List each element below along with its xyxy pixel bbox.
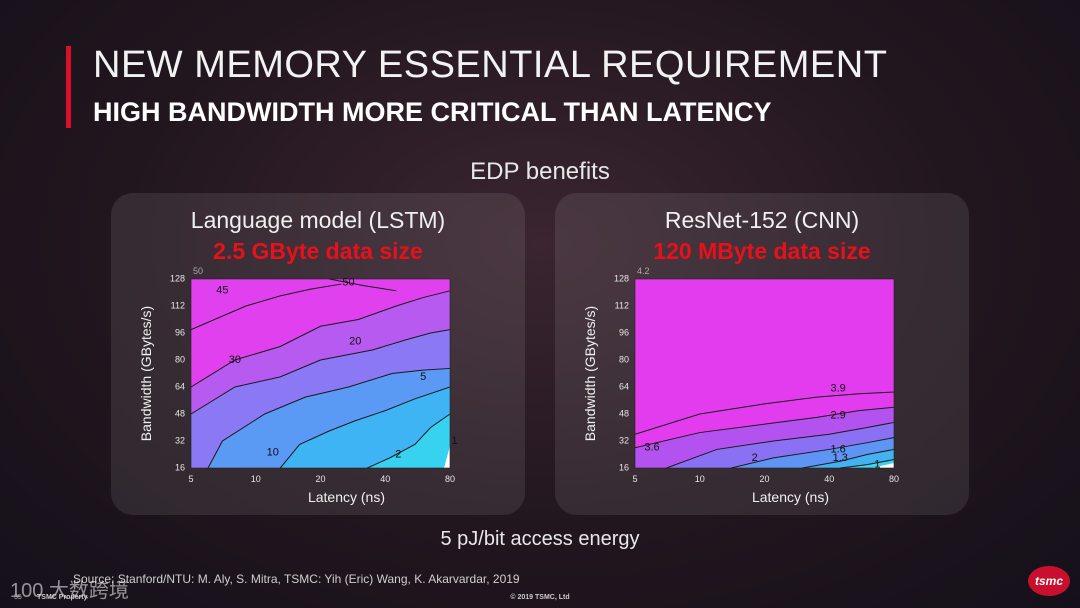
x-tick-label: 5 xyxy=(188,474,193,484)
contour-band-50 xyxy=(191,279,450,291)
contour-band-30 xyxy=(191,279,450,387)
contour-label: 2 xyxy=(752,452,758,464)
page-number: 35 xyxy=(14,594,22,601)
contour-label: 20 xyxy=(349,335,361,347)
y-axis-label: Bandwidth (GBytes/s) xyxy=(138,306,154,441)
y-tick-label: 128 xyxy=(170,273,185,283)
colorbar-top-label: 50 xyxy=(193,266,203,276)
y-tick-label: 48 xyxy=(619,408,629,418)
slide-title: NEW MEMORY ESSENTIAL REQUIREMENT xyxy=(93,44,888,86)
x-tick-label: 10 xyxy=(695,474,705,484)
contour-label: 30 xyxy=(229,354,241,366)
contour-label: 1 xyxy=(451,435,457,447)
resnet-data-size: 120 MByte data size xyxy=(653,238,871,264)
y-tick-label: 32 xyxy=(619,435,629,445)
x-tick-label: 40 xyxy=(824,474,834,484)
y-tick-label: 128 xyxy=(614,273,629,283)
contour-line-45 xyxy=(190,283,342,331)
contour-line-5 xyxy=(279,386,451,469)
contour-line-3.6 xyxy=(634,406,895,449)
contour-line-1.3 xyxy=(840,459,895,469)
lstm-contour-plot: 45 50 20 30 5 10 2 1 16 32 48 64 80 96 112 128 5 10 20 40 80… xyxy=(138,266,458,505)
contour-region-min xyxy=(444,446,450,468)
x-tick-label: 20 xyxy=(315,474,325,484)
y-tick-label: 96 xyxy=(175,327,185,337)
contour-label: 1.3 xyxy=(833,452,848,464)
contour-label: 3.6 xyxy=(644,442,659,454)
y-tick-label: 112 xyxy=(171,300,185,310)
resnet-chart-panel: ResNet-152 (CNN) 120 MByte data size 3.9… xyxy=(555,193,969,515)
y-axis-label: Bandwidth (GBytes/s) xyxy=(582,306,598,441)
contour-line-2 xyxy=(367,413,451,469)
x-axis-label: Latency (ns) xyxy=(752,489,829,505)
contour-label: 2 xyxy=(395,448,401,460)
x-tick-label: 80 xyxy=(889,474,899,484)
contour-line-20 xyxy=(190,329,451,415)
contour-line-3.9 xyxy=(634,391,895,435)
contour-label: 10 xyxy=(267,447,279,459)
slide-subtitle: HIGH BANDWIDTH MORE CRITICAL THAN LATENC… xyxy=(93,97,772,127)
contour-line-1.6 xyxy=(802,448,895,469)
copyright: © 2019 TSMC, Ltd xyxy=(510,594,570,601)
contour-label: 3.9 xyxy=(831,383,846,395)
contour-label: 2.9 xyxy=(831,410,846,422)
y-tick-label: 80 xyxy=(619,354,629,364)
plot-frame xyxy=(634,278,895,469)
source-citation: Source: Stanford/NTU: M. Aly, S. Mitra, … xyxy=(73,572,520,586)
contour-label: 45 xyxy=(216,285,228,297)
contour-region-min xyxy=(872,463,894,468)
contour-line-30 xyxy=(190,290,451,388)
title-accent-bar xyxy=(66,46,71,128)
contour-label: 1 xyxy=(874,459,880,471)
contour-band-45 xyxy=(191,279,450,330)
x-tick-label: 10 xyxy=(251,474,261,484)
x-tick-label: 80 xyxy=(445,474,455,484)
tsmc-logo: tsmc xyxy=(1028,566,1070,596)
contour-line-2 xyxy=(731,437,895,469)
watermark-logo: 100 大数跨境 xyxy=(10,580,129,602)
lstm-chart-panel: Language model (LSTM) 2.5 GByte data siz… xyxy=(111,193,525,515)
y-tick-label: 16 xyxy=(619,462,629,472)
lstm-data-size: 2.5 GByte data size xyxy=(213,238,423,264)
section-title: EDP benefits xyxy=(470,158,610,185)
contour-line-50 xyxy=(329,278,397,292)
y-tick-label: 96 xyxy=(619,327,629,337)
resnet-chart-title: ResNet-152 (CNN) xyxy=(664,207,860,233)
contour-line-10 xyxy=(207,367,451,469)
contour-band-3.9 xyxy=(635,279,894,435)
y-tick-label: 48 xyxy=(175,408,185,418)
y-tick-label: 112 xyxy=(615,300,629,310)
lstm-chart-title: Language model (LSTM) xyxy=(190,207,446,233)
property-label: TSMC Property xyxy=(37,594,88,601)
x-tick-label: 20 xyxy=(759,474,769,484)
x-tick-label: 40 xyxy=(380,474,390,484)
energy-note: 5 pJ/bit access energy xyxy=(440,528,640,550)
contour-label: 5 xyxy=(420,371,426,383)
plot-frame xyxy=(190,278,451,469)
y-tick-label: 32 xyxy=(175,435,185,445)
contour-label: 1.6 xyxy=(831,443,846,455)
x-axis-label: Latency (ns) xyxy=(308,489,385,505)
resnet-contour-plot: 3.9 2.9 3.6 1.61.3 2 1 16 32 48 64 80 96 112 128 5 10 20… xyxy=(582,266,899,505)
y-tick-label: 64 xyxy=(175,381,185,391)
contour-label: 50 xyxy=(342,276,354,288)
colorbar-top-label: 4.2 xyxy=(637,266,650,276)
y-tick-label: 80 xyxy=(175,354,185,364)
x-tick-label: 5 xyxy=(632,474,637,484)
y-tick-label: 16 xyxy=(175,462,185,472)
y-tick-label: 64 xyxy=(619,381,629,391)
contour-line-2.9 xyxy=(666,421,895,469)
